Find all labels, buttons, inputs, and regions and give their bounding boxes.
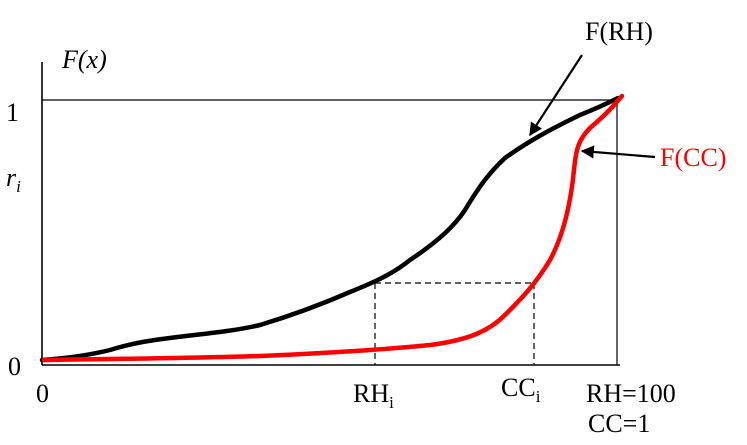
curve-f-cc-label: F(CC): [660, 143, 726, 172]
x-end-rh-label: RH=100: [586, 379, 676, 408]
curve-f-rh: [39, 95, 621, 363]
x-marker-cc-main: CC: [501, 373, 536, 402]
arrow-to-f-rh: [529, 54, 583, 137]
x-marker-cc-label: CCi: [501, 373, 541, 406]
y-tick-bottom-label: 0: [8, 352, 21, 381]
curve-f-rh-label: F(RH): [585, 17, 653, 46]
y-marker-ri-main: r: [6, 163, 17, 192]
curve-f-cc: [41, 93, 625, 363]
x-tick-origin-label: 0: [36, 379, 49, 408]
x-end-cc-label: CC=1: [588, 409, 650, 438]
x-marker-rh-label: RHi: [353, 379, 394, 412]
y-axis-label: F(x): [61, 45, 107, 74]
y-tick-top-label: 1: [6, 98, 19, 127]
y-marker-ri-sub: i: [16, 177, 21, 196]
x-marker-cc-sub: i: [536, 387, 541, 406]
arrow-to-f-cc: [580, 145, 656, 159]
y-marker-ri-label: ri: [6, 163, 21, 196]
x-marker-rh-main: RH: [353, 379, 389, 408]
x-marker-rh-sub: i: [389, 393, 394, 412]
